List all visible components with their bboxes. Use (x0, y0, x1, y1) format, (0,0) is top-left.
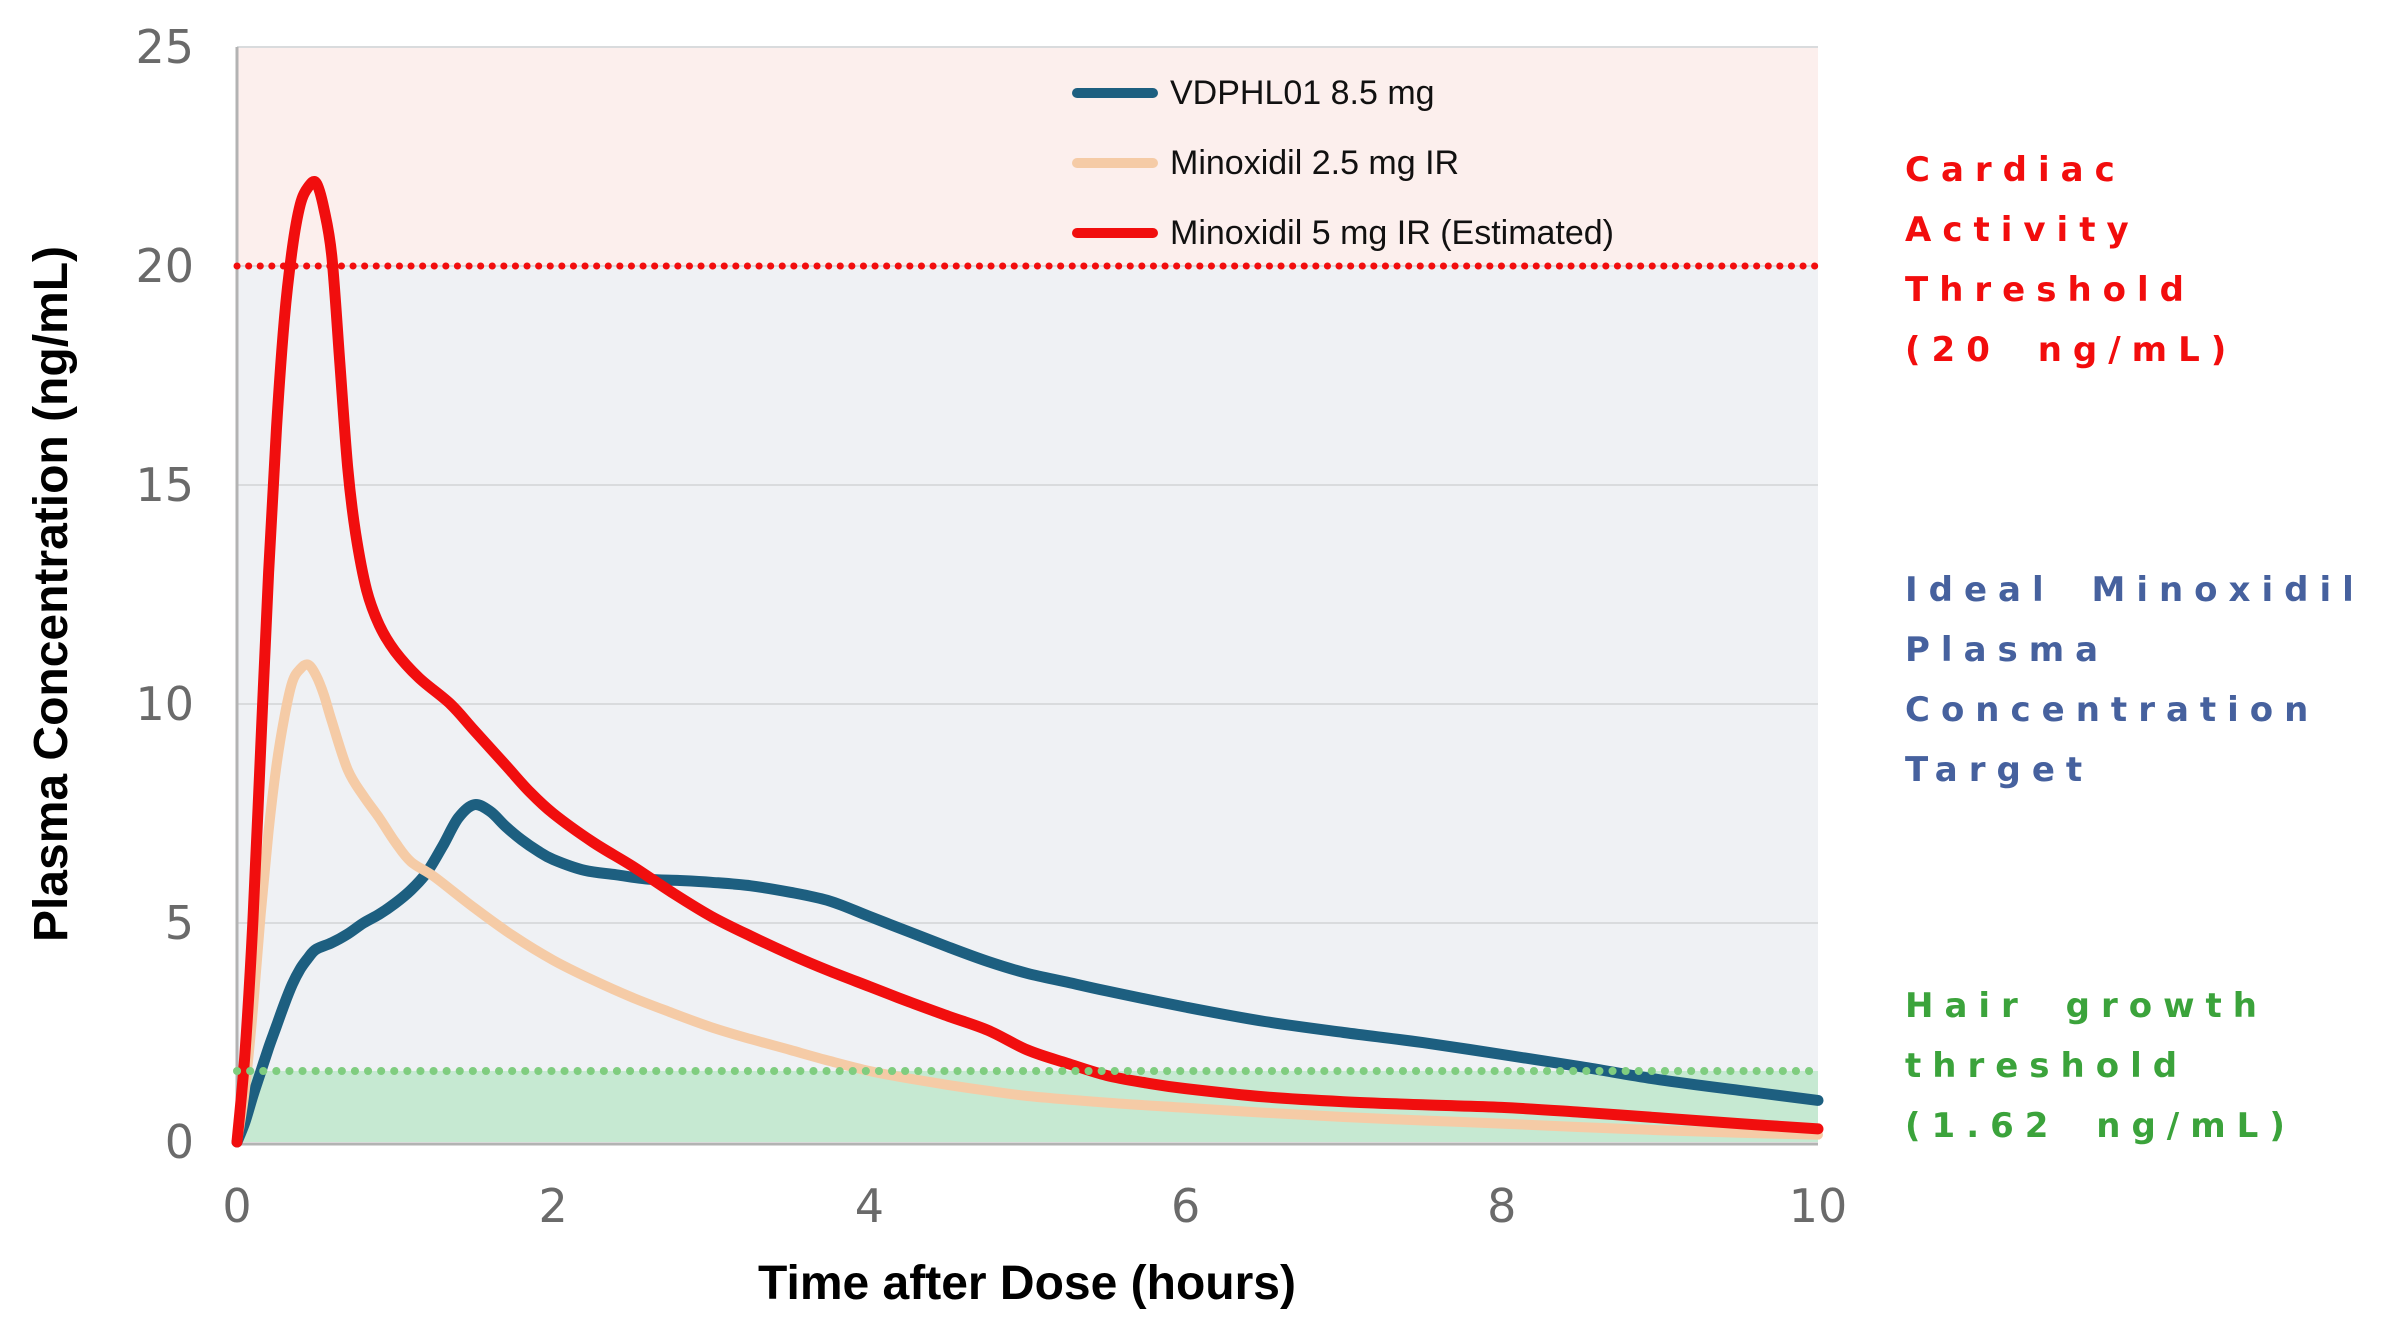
x-tick-label-2: 2 (538, 1179, 568, 1233)
y-tick-label-5: 5 (164, 896, 194, 950)
y-tick-label-10: 10 (135, 677, 194, 731)
annotation-line: Threshold (1905, 270, 2196, 310)
y-tick-label-0: 0 (164, 1115, 194, 1169)
legend-line-swatch (1072, 88, 1158, 98)
series-line-minoxidil-2-5-mg-ir (232, 659, 1823, 1147)
annotation-line: Cardiac (1905, 150, 2126, 190)
legend-label: Minoxidil 5 mg IR (Estimated) (1170, 213, 1615, 252)
annotation-line: Activity (1905, 210, 2140, 250)
series-line-minoxidil-5-mg-ir-estimated- (231, 176, 1824, 1148)
legend-line-swatch (1072, 158, 1158, 168)
annotation-line: threshold (1905, 1046, 2189, 1086)
legend-item-minoxidil-5: Minoxidil 5 mg IR (Estimated) (1072, 213, 1614, 253)
annotation-cardiac-threshold: Cardiac Activity Threshold (20 ng/mL) (1905, 140, 2237, 380)
annotation-line: Concentration (1905, 690, 2320, 730)
annotation-line: Ideal Minoxidil (1905, 570, 2365, 610)
legend-line-swatch (1072, 228, 1158, 238)
annotation-line: Hair growth (1905, 986, 2268, 1026)
annotation-line: Target (1905, 750, 2094, 790)
y-tick-label-20: 20 (135, 239, 194, 293)
legend-label: Minoxidil 2.5 mg IR (1170, 143, 1460, 182)
x-tick-label-4: 4 (854, 1179, 885, 1233)
annotation-line: Plasma (1905, 630, 2110, 670)
region-ideal-target-zone (237, 266, 1818, 1071)
x-tick-label-0: 0 (222, 1179, 252, 1233)
x-axis-title: Time after Dose (hours) (758, 1257, 1296, 1310)
x-tick-label-6: 6 (1170, 1179, 1201, 1233)
legend-item-minoxidil-2-5: Minoxidil 2.5 mg IR (1072, 143, 1459, 183)
region-above-cardiac-threshold (237, 47, 1818, 266)
annotation-ideal-target: Ideal Minoxidil Plasma Concentration Tar… (1905, 560, 2365, 800)
annotation-line: (20 ng/mL) (1905, 330, 2238, 370)
annotation-line: (1.62 ng/mL) (1905, 1106, 2296, 1146)
annotation-hair-growth-threshold: Hair growth threshold (1.62 ng/mL) (1905, 976, 2296, 1156)
x-tick-label-8: 8 (1487, 1179, 1517, 1233)
y-axis-title: Plasma Concentration (ng/mL) (25, 245, 78, 943)
legend-item-vdphl01: VDPHL01 8.5 mg (1072, 73, 1435, 113)
legend-label: VDPHL01 8.5 mg (1170, 73, 1435, 112)
series-line-vdphl01-8-5-mg (231, 799, 1824, 1148)
x-tick-label-10: 10 (1788, 1179, 1848, 1233)
y-tick-label-15: 15 (135, 458, 194, 512)
y-tick-label-25: 25 (135, 20, 194, 74)
